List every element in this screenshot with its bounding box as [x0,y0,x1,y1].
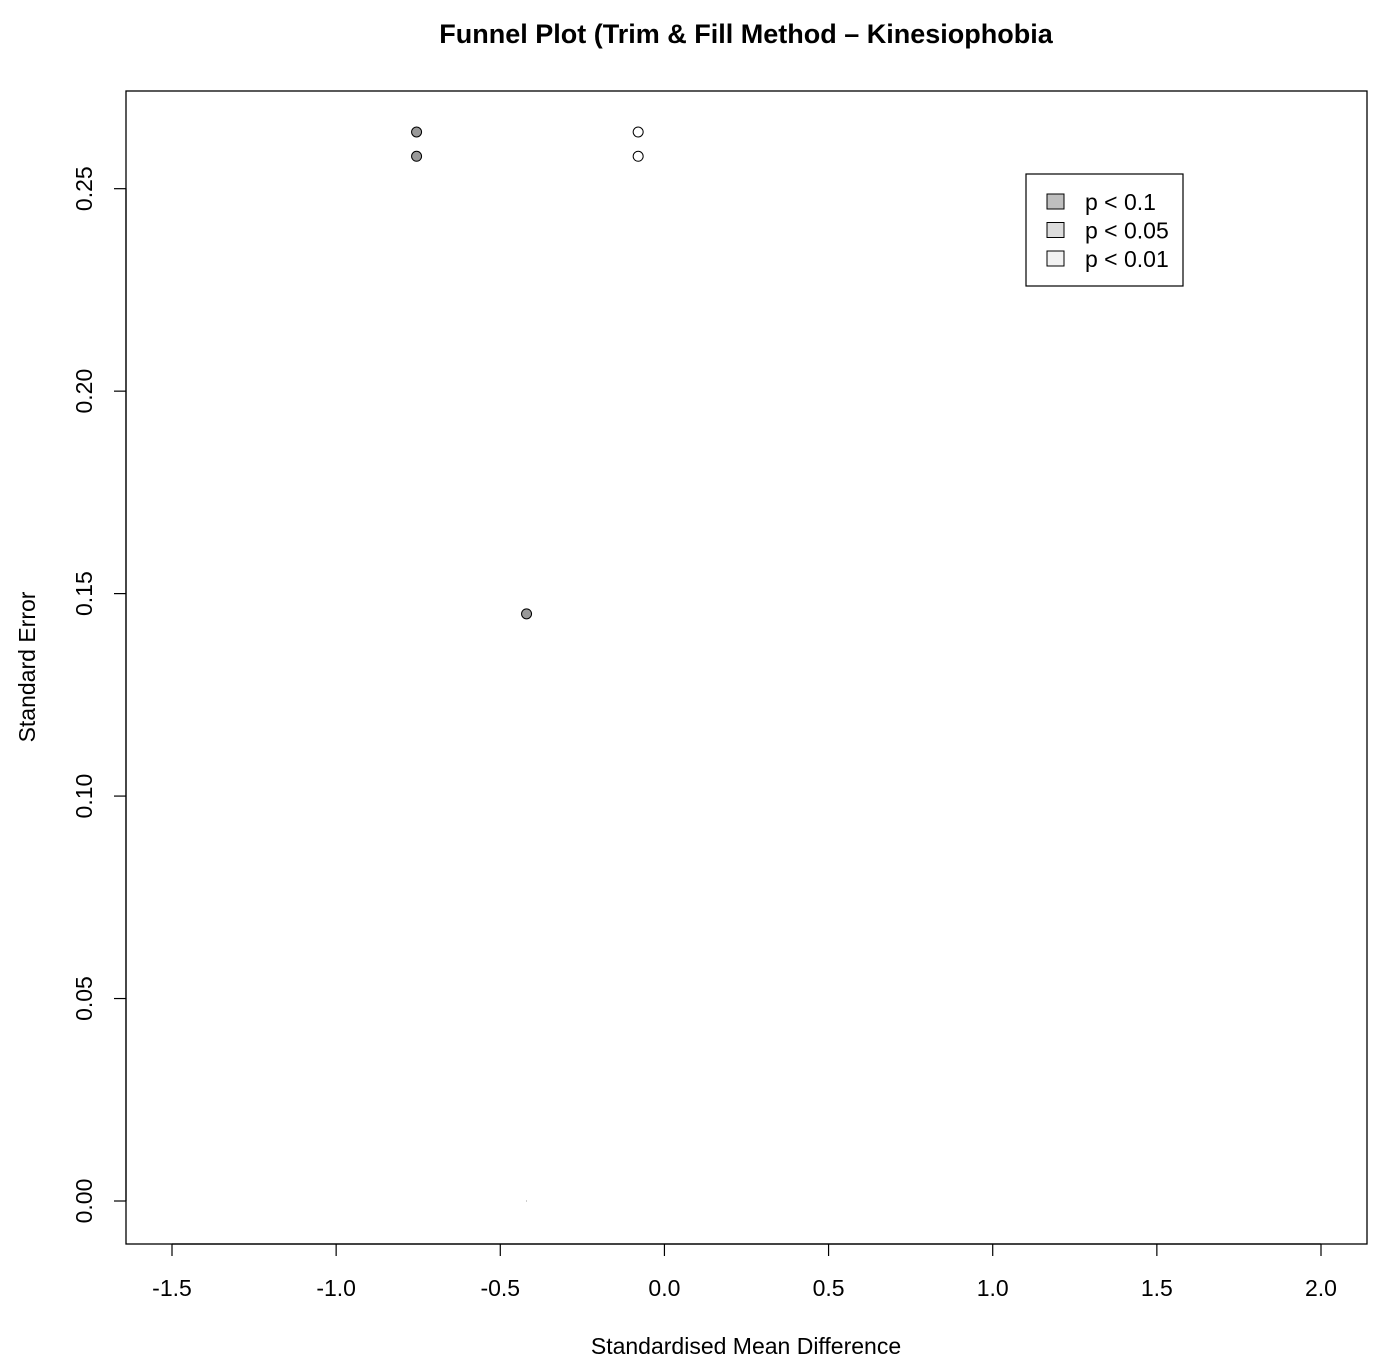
y-axis-label: Standard Error [14,591,40,742]
x-tick-label: 0.5 [813,1275,845,1301]
observed-study-point [521,608,533,620]
filled-study-point [632,126,644,138]
data-points [411,126,644,620]
y-tick-label: 0.20 [71,369,97,414]
x-tick-label: 0.0 [648,1275,680,1301]
x-axis-label: Standardised Mean Difference [591,1333,901,1359]
x-tick-label: 1.5 [1141,1275,1173,1301]
legend-swatch [1046,222,1065,238]
y-tick-label: 0.10 [71,774,97,819]
y-tick-label: 0.15 [71,571,97,616]
observed-study-point [411,150,423,162]
filled-study-point [632,150,644,162]
chart-title: Funnel Plot (Trim & Fill Method – Kinesi… [439,19,1053,49]
legend: p < 0.1 p < 0.05p < 0.01 [1025,173,1184,287]
legend-swatch [1046,250,1065,267]
legend-swatch [1046,193,1065,210]
y-axis: 0.00 0.05 0.10 0.15 0.20 0.25 [71,166,127,1224]
y-tick-label: 0.25 [71,166,97,211]
legend-label: p < 0.05 [1085,218,1169,244]
x-tick-label: -0.5 [480,1275,520,1301]
observed-study-point [411,126,423,138]
y-tick-label: 0.00 [71,1179,97,1224]
x-tick-label: 2.0 [1305,1275,1337,1301]
x-tick-label: -1.5 [152,1275,192,1301]
x-tick-label: 1.0 [977,1275,1009,1301]
x-axis: -1.5 -1.0 -0.5 0.0 0.5 1.0 1.5 2.0 [152,1243,1337,1301]
x-tick-label: -1.0 [316,1275,356,1301]
legend-label: p < 0.01 [1085,246,1169,272]
y-tick-label: 0.05 [71,976,97,1021]
legend-label: p < 0.1 [1085,189,1156,215]
